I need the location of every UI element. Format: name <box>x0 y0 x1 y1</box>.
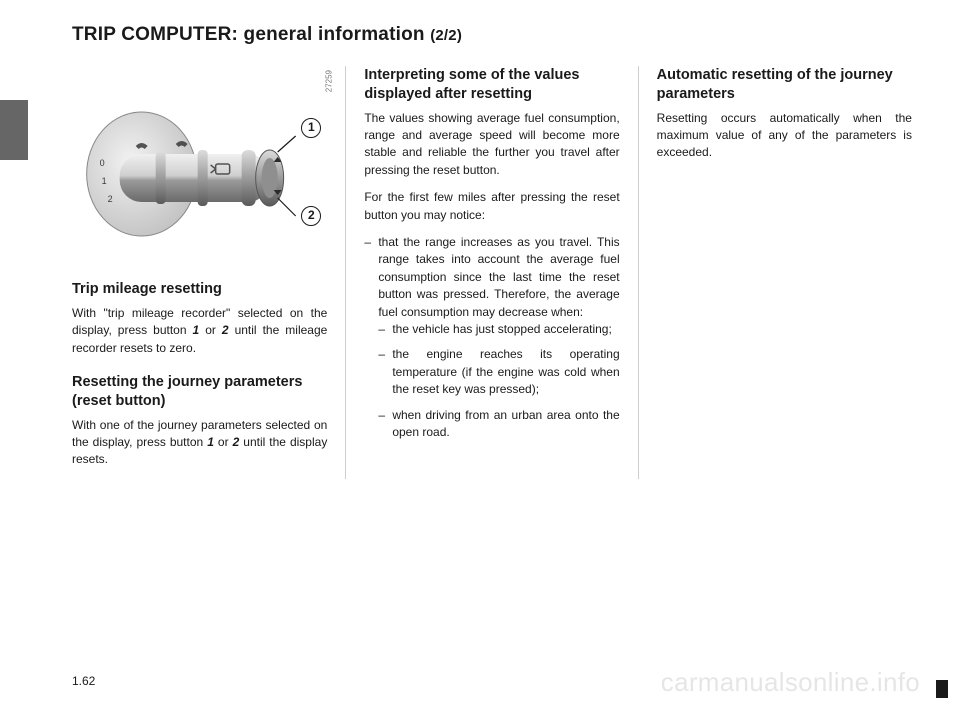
column-2: Interpreting some of the values displaye… <box>364 66 638 479</box>
svg-text:0: 0 <box>100 158 105 168</box>
para-interpret-1: The values showing average fuel consumpt… <box>364 110 619 180</box>
knob-svg: 0 1 2 <box>72 66 327 266</box>
sub-item-accel: the vehicle has just stopped acceleratin… <box>378 321 619 338</box>
page-title: TRIP COMPUTER: general information (2/2) <box>72 24 912 46</box>
sublist: the vehicle has just stopped acceleratin… <box>378 321 619 441</box>
para-auto-reset: Resetting occurs automatically when the … <box>657 110 912 162</box>
para-reset-journey: With one of the journey parameters selec… <box>72 417 327 469</box>
content-columns: 27259 <box>72 66 912 479</box>
control-knob-diagram: 27259 <box>72 66 327 266</box>
heading-interpreting: Interpreting some of the values displaye… <box>364 66 619 104</box>
para-interpret-2: For the first few miles after pressing t… <box>364 189 619 224</box>
title-main: TRIP COMPUTER: general information <box>72 24 430 45</box>
para-trip-mileage: With "trip mileage recorder" selected on… <box>72 305 327 357</box>
title-sub: (2/2) <box>430 27 462 44</box>
heading-trip-mileage-resetting: Trip mileage resetting <box>72 280 327 299</box>
sub-item-urban: when driving from an urban area onto the… <box>378 407 619 442</box>
heading-auto-reset: Automatic resetting of the journey param… <box>657 66 912 104</box>
svg-text:1: 1 <box>102 176 107 186</box>
watermark: carmanualsonline.info <box>661 667 920 698</box>
sub-item-temp: the engine reaches its operating tempera… <box>378 346 619 398</box>
page-number: 1.62 <box>72 674 95 688</box>
image-credit: 27259 <box>323 70 335 92</box>
heading-reset-journey: Resetting the journey parameters (reset … <box>72 373 327 411</box>
svg-text:2: 2 <box>108 194 113 204</box>
manual-page: TRIP COMPUTER: general information (2/2)… <box>0 0 960 710</box>
corner-mark <box>936 680 948 698</box>
list-item-range: that the range increases as you travel. … <box>364 234 619 441</box>
column-1: 27259 <box>72 66 346 479</box>
column-3: Automatic resetting of the journey param… <box>657 66 912 479</box>
list-notice: that the range increases as you travel. … <box>364 234 619 441</box>
